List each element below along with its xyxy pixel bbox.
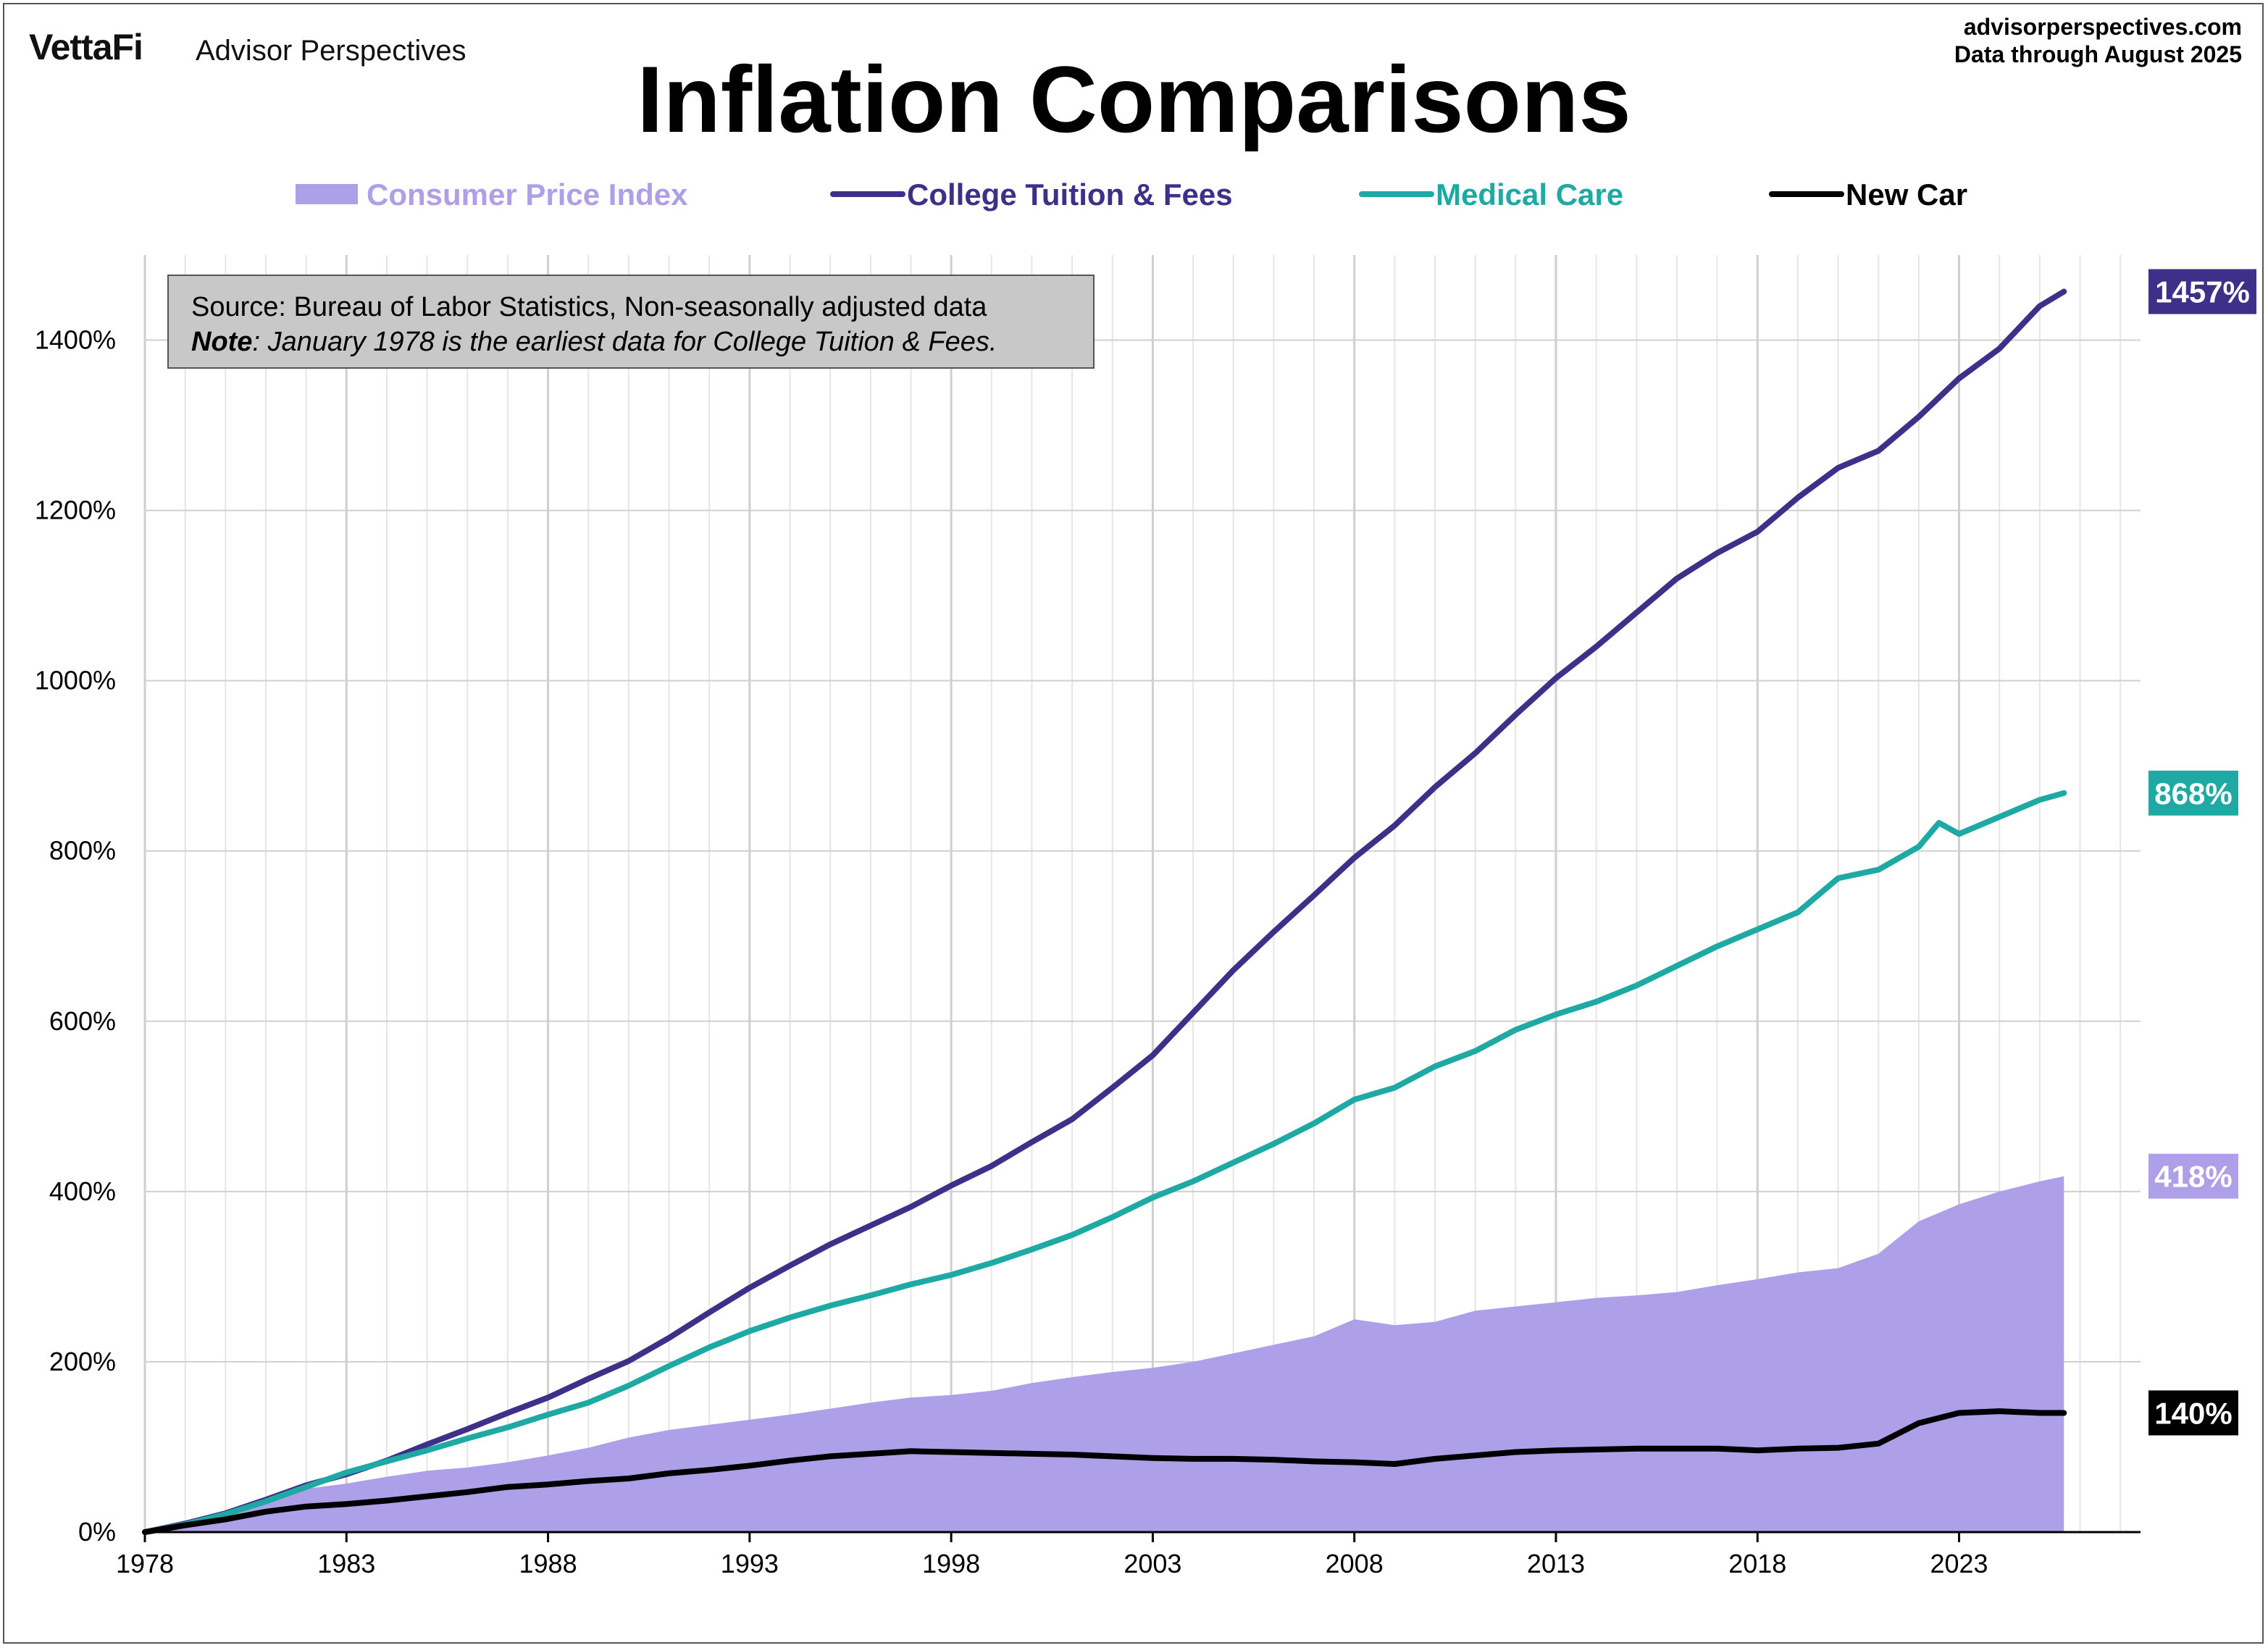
end-label-value: 418% xyxy=(2154,1160,2232,1194)
note-source-text: Source: Bureau of Labor Statistics, Non-… xyxy=(191,292,987,322)
series-line-college-tuition-fees xyxy=(142,288,2067,1535)
legend-label: New Car xyxy=(1846,177,1967,212)
x-tick-label: 2018 xyxy=(1728,1549,1786,1578)
axes: 1978 1983 1988 1993 1998 2003 2008 2013 2018 2023… xyxy=(35,325,2141,1578)
y-tick-label: 600% xyxy=(49,1006,116,1036)
legend-swatch-cpi xyxy=(296,184,358,204)
note-box xyxy=(167,275,1095,369)
site-info: advisorperspectives.com Data through Aug… xyxy=(1954,13,2242,68)
advisor-perspectives-label: Advisor Perspectives xyxy=(196,35,466,67)
x-tick-label: 2008 xyxy=(1326,1549,1384,1578)
y-tick-label: 1400% xyxy=(35,325,116,355)
note-text: Note: January 1978 is the earliest data … xyxy=(191,327,997,357)
vettafi-logo: VettaFi xyxy=(29,27,143,67)
end-label-box xyxy=(2148,269,2256,314)
end-label-value: 868% xyxy=(2154,777,2232,811)
x-tick-label: 1978 xyxy=(116,1549,174,1578)
legend-label: Medical Care xyxy=(1436,177,1623,212)
end-label-value: 140% xyxy=(2154,1396,2232,1430)
end-label-box xyxy=(2148,770,2238,816)
source-note: Source: Bureau of Labor Statistics, Non-… xyxy=(167,275,1095,369)
y-tick-label: 400% xyxy=(49,1176,116,1206)
data-through-label: Data through August 2025 xyxy=(1954,41,2242,67)
x-tick-label: 1998 xyxy=(922,1549,980,1578)
end-labels: 418% 1457% 868% 140% xyxy=(2148,269,2256,1436)
series-line-medical-care xyxy=(142,790,2067,1535)
x-tick-label: 1993 xyxy=(721,1549,779,1578)
x-tick-label: 2013 xyxy=(1527,1549,1585,1578)
x-tick-label: 1988 xyxy=(519,1549,577,1578)
legend: Consumer Price Index College Tuition & Fe… xyxy=(296,177,1967,212)
legend-label: College Tuition & Fees xyxy=(907,177,1233,212)
end-label-value: 1457% xyxy=(2155,275,2250,309)
y-tick-label: 1200% xyxy=(35,495,116,525)
x-tick-label: 2023 xyxy=(1930,1549,1988,1578)
x-tick-label: 2003 xyxy=(1123,1549,1181,1578)
chart-title: Inflation Comparisons xyxy=(637,46,1631,152)
x-tick-label: 1983 xyxy=(317,1549,375,1578)
y-tick-label: 0% xyxy=(78,1517,116,1547)
y-tick-label: 800% xyxy=(49,836,116,866)
site-url[interactable]: advisorperspectives.com xyxy=(1963,14,2242,40)
series-area-cpi xyxy=(145,1176,2064,1532)
end-label-box xyxy=(2148,1153,2238,1199)
y-tick-label: 200% xyxy=(49,1347,116,1376)
series-line-new-car xyxy=(142,1408,2067,1535)
series-layer xyxy=(142,288,2067,1535)
y-tick-label: 1000% xyxy=(35,666,116,695)
end-label-box xyxy=(2148,1390,2238,1436)
legend-label: Consumer Price Index xyxy=(367,177,688,212)
